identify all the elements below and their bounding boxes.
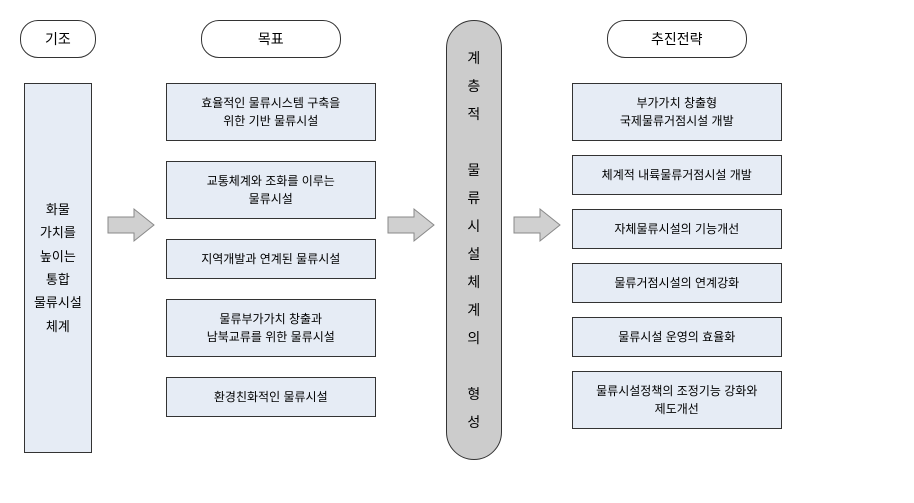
goal-item: 교통체계와 조화를 이루는 물류시설	[166, 161, 376, 219]
strategy-item: 부가가치 창출형 국제물류거점시설 개발	[572, 83, 782, 141]
arrow-right-icon	[386, 205, 436, 245]
arrow-right-icon	[512, 205, 562, 245]
basis-column: 기조 화물 가치를 높이는 통합 물류시설 체계	[20, 20, 96, 453]
arrow-right-icon	[106, 205, 156, 245]
arrow-2-wrap	[386, 20, 436, 430]
pillar-column: 계 층 적 물 류 시 설 체 계 의 형 성	[446, 20, 502, 460]
basis-header: 기조	[20, 20, 96, 58]
strategies-list: 부가가치 창출형 국제물류거점시설 개발 체계적 내륙물류거점시설 개발 자체물…	[572, 83, 782, 429]
strategy-item: 물류시설 운영의 효율화	[572, 317, 782, 357]
pillar-text: 계 층 적 물 류 시 설 체 계 의 형 성	[467, 44, 480, 436]
strategy-header: 추진전략	[607, 20, 747, 58]
flow-diagram: 기조 화물 가치를 높이는 통합 물류시설 체계 목표 효율적인 물류시스템 구…	[20, 20, 894, 460]
strategy-column: 추진전략 부가가치 창출형 국제물류거점시설 개발 체계적 내륙물류거점시설 개…	[572, 20, 782, 429]
strategy-item: 체계적 내륙물류거점시설 개발	[572, 155, 782, 195]
goal-item: 지역개발과 연계된 물류시설	[166, 239, 376, 279]
strategy-item: 자체물류시설의 기능개선	[572, 209, 782, 249]
arrow-3-wrap	[512, 20, 562, 430]
goals-list: 효율적인 물류시스템 구축을 위한 기반 물류시설 교통체계와 조화를 이루는 …	[166, 83, 376, 417]
goal-item: 환경친화적인 물류시설	[166, 377, 376, 417]
pillar-box: 계 층 적 물 류 시 설 체 계 의 형 성	[446, 20, 502, 460]
strategy-item: 물류거점시설의 연계강화	[572, 263, 782, 303]
arrow-1-wrap	[106, 20, 156, 430]
strategy-item: 물류시설정책의 조정기능 강화와 제도개선	[572, 371, 782, 429]
goal-column: 목표 효율적인 물류시스템 구축을 위한 기반 물류시설 교통체계와 조화를 이…	[166, 20, 376, 417]
basis-text: 화물 가치를 높이는 통합 물류시설 체계	[34, 198, 82, 338]
goal-header: 목표	[201, 20, 341, 58]
goal-item: 물류부가가치 창출과 남북교류를 위한 물류시설	[166, 299, 376, 357]
goal-item: 효율적인 물류시스템 구축을 위한 기반 물류시설	[166, 83, 376, 141]
basis-box: 화물 가치를 높이는 통합 물류시설 체계	[24, 83, 92, 453]
